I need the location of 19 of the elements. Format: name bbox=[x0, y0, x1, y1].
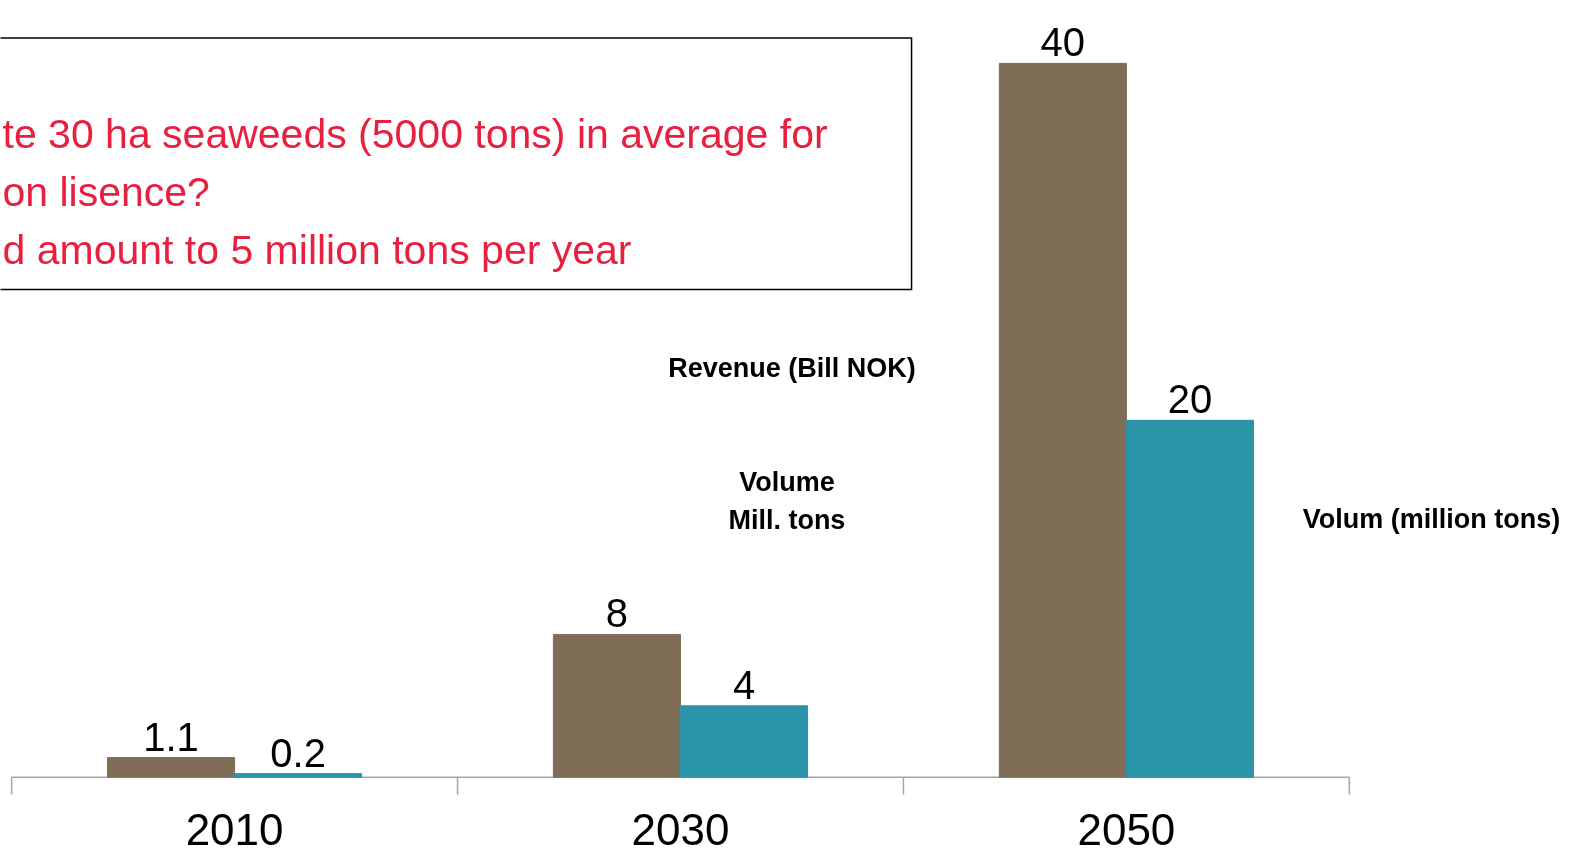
annotation: te 30 ha seaweeds (5000 tons) in average for on lisence? d amount to 5 million tons per year bbox=[2, 111, 828, 273]
annotation: Revenue (Bill NOK) bbox=[668, 352, 916, 383]
bar bbox=[234, 773, 363, 778]
bar bbox=[1125, 419, 1254, 778]
data-label: 0.2 bbox=[270, 730, 326, 775]
bar bbox=[107, 757, 236, 778]
series-label: Volum (million tons) bbox=[1302, 503, 1561, 534]
bar bbox=[552, 633, 681, 778]
bar bbox=[679, 705, 809, 778]
data-label: 8 bbox=[605, 591, 629, 636]
x-tick-label: 2030 bbox=[631, 804, 730, 854]
data-label: 20 bbox=[1167, 377, 1213, 422]
annotation: Volume Mill. tons bbox=[728, 467, 846, 535]
bar bbox=[998, 62, 1127, 778]
x-tick-label: 2050 bbox=[1077, 804, 1176, 854]
data-label: 1.1 bbox=[143, 714, 199, 759]
data-label: 40 bbox=[1040, 20, 1086, 65]
x-tick-label: 2010 bbox=[185, 804, 284, 854]
data-label: 4 bbox=[732, 662, 756, 707]
